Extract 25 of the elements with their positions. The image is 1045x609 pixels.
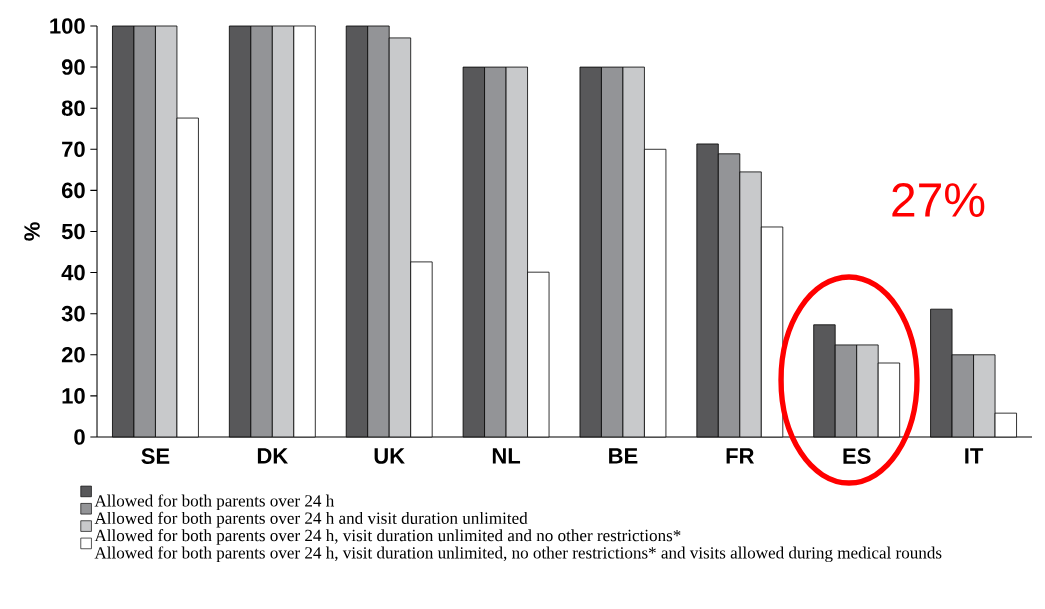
x-tick-label: IT xyxy=(965,448,984,464)
y-tick-label: 0 xyxy=(74,429,85,445)
y-tick-label: 50 xyxy=(61,223,85,240)
y-tick-label: 60 xyxy=(61,182,85,199)
y-tick-label: 80 xyxy=(61,100,85,116)
y-tick-label: 90 xyxy=(61,59,85,75)
x-tick-label: FR xyxy=(726,448,755,464)
y-tick-label: 10 xyxy=(62,388,85,404)
y-tick-label: 20 xyxy=(61,346,85,363)
x-tick-label: DK xyxy=(257,448,288,464)
legend-label: Allowed for both parents over 24 h, visit duration unlimited and no other restrictions* xyxy=(94,529,681,545)
y-tick-label: 40 xyxy=(61,264,85,281)
y-tick-label: 30 xyxy=(61,305,85,322)
y-axis-title: % xyxy=(24,222,40,241)
y-tick-label: 70 xyxy=(62,141,85,158)
x-tick-label: NL xyxy=(492,448,521,464)
x-tick-label: BE xyxy=(609,448,638,464)
legend-label: Allowed for both parents over 24 h, visit duration unlimited, no other restrictions* and visits allowed during medical rounds xyxy=(94,546,942,563)
legend-label: Allowed for both parents over 24 h and visit duration unlimited xyxy=(94,511,528,528)
annotation: 27% xyxy=(892,183,985,217)
x-tick-label: UK xyxy=(374,448,405,464)
x-tick-label: SE xyxy=(141,448,170,464)
legend-label: Allowed for both parents over 24 h xyxy=(94,494,335,511)
y-tick-label: 100 xyxy=(50,18,85,34)
x-tick-label: ES xyxy=(843,448,871,464)
